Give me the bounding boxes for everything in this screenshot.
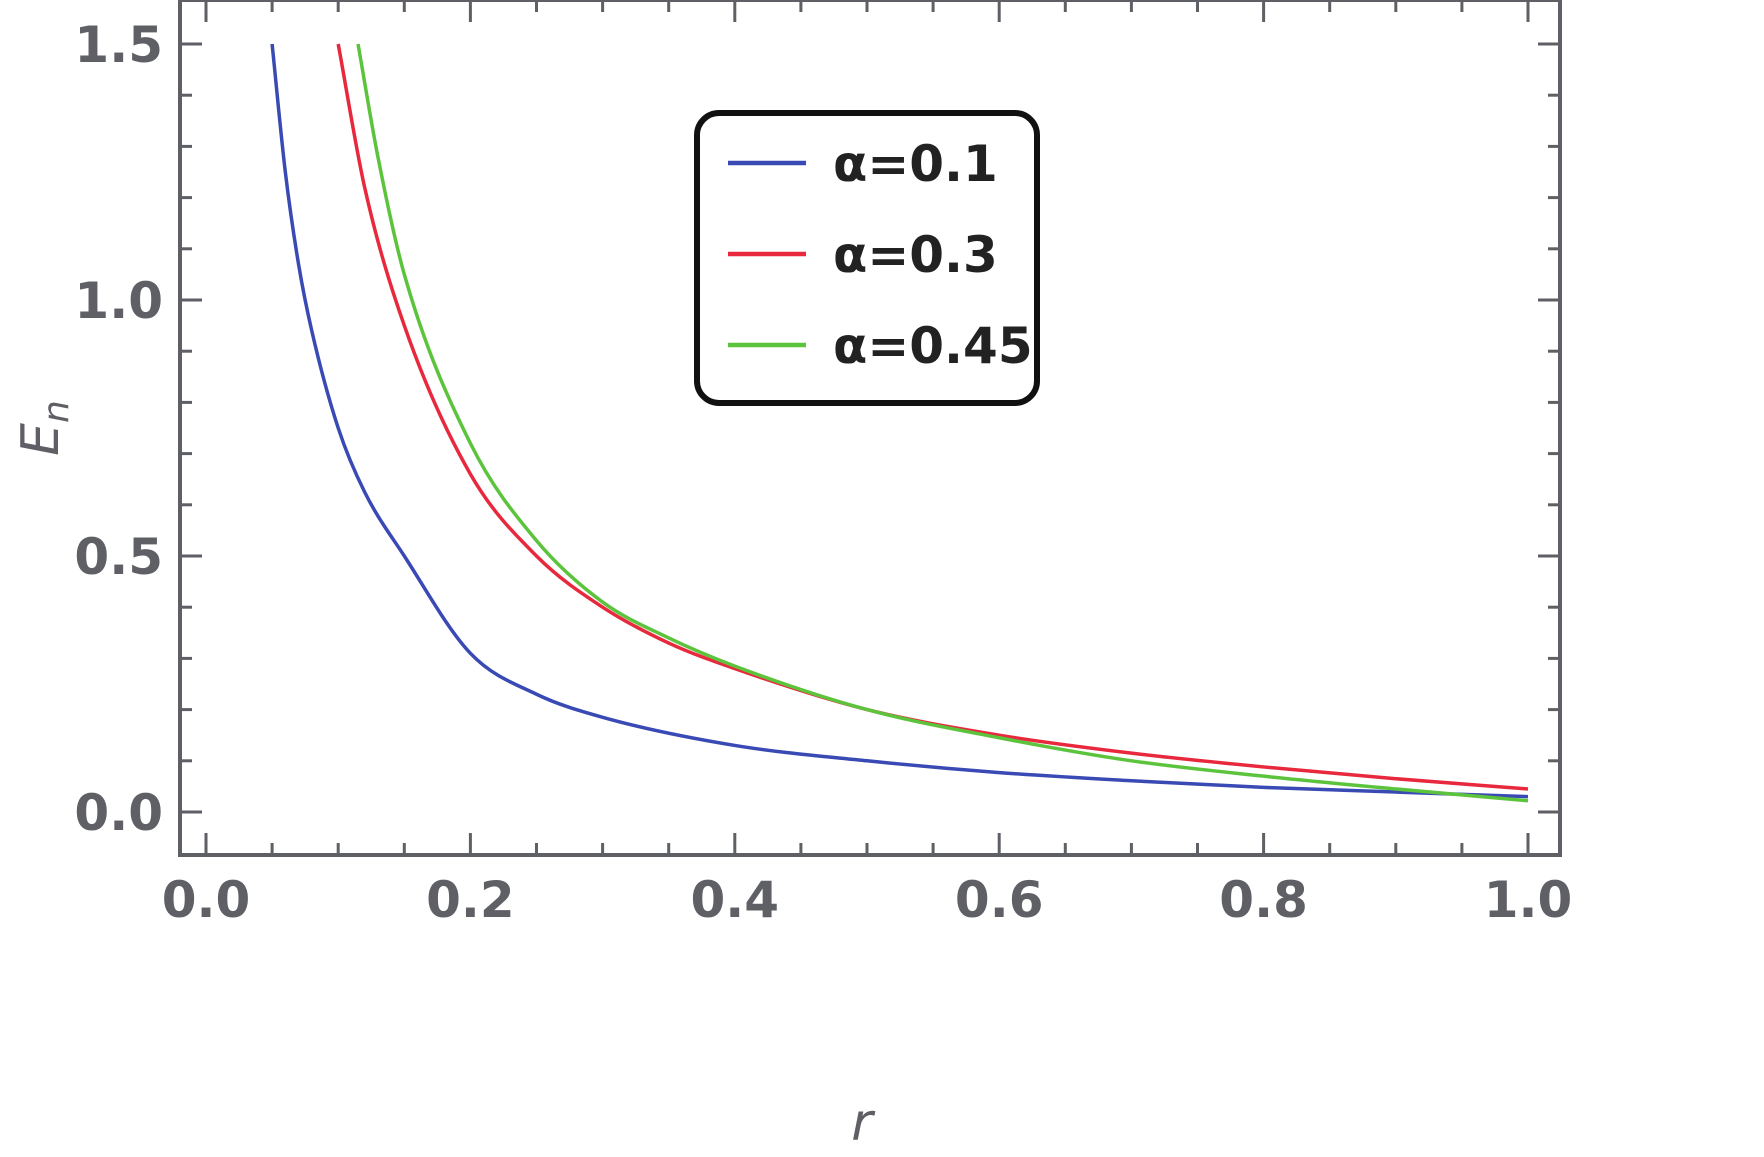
x-tick-label: 0.2 <box>426 871 515 929</box>
x-axis-label: r <box>851 1093 876 1153</box>
y-axis-label-subscript: n <box>36 400 77 423</box>
plot-frame <box>178 0 1562 857</box>
tick-labels: 0.0 0.2 0.4 0.6 0.8 1.0 0.0 0.5 1.0 1.5 <box>74 16 1572 929</box>
x-tick-label: 1.0 <box>1484 871 1573 929</box>
y-axis-label-main: E <box>11 423 71 456</box>
y-tick-label: 1.5 <box>74 16 163 74</box>
series-line-3 <box>356 43 1529 803</box>
y-axis-label: En <box>11 400 77 456</box>
y-tick-label: 0.0 <box>74 784 163 842</box>
x-tick-label: 0.6 <box>955 871 1044 929</box>
legend: α=0.1 α=0.3 α=0.45 <box>694 110 1040 406</box>
series-lines <box>270 43 1529 803</box>
tick-marks <box>180 0 1560 855</box>
legend-label-3: α=0.45 <box>833 317 1033 375</box>
series-line-1 <box>270 43 1529 799</box>
series-line-2 <box>336 43 1529 791</box>
x-tick-label: 0.0 <box>162 871 251 929</box>
y-tick-label: 0.5 <box>74 528 163 586</box>
legend-label-2: α=0.3 <box>833 226 998 284</box>
legend-box <box>694 110 1040 406</box>
legend-label-1: α=0.1 <box>833 135 998 193</box>
x-tick-label: 0.8 <box>1219 871 1308 929</box>
y-tick-label: 1.0 <box>74 272 163 330</box>
x-tick-label: 0.4 <box>691 871 780 929</box>
